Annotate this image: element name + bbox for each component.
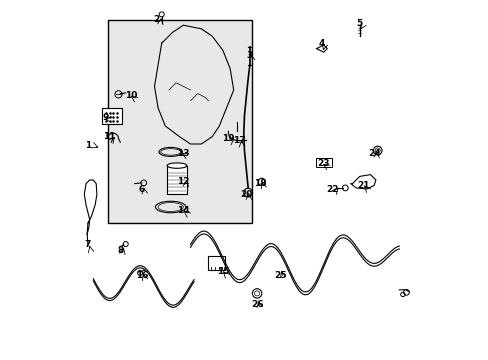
Ellipse shape [167, 163, 186, 168]
Text: 5: 5 [356, 19, 362, 28]
Text: 16: 16 [135, 271, 148, 280]
Text: 13: 13 [177, 149, 189, 158]
Bar [167, 166, 186, 194]
Text: 26: 26 [250, 300, 263, 309]
Text: 25: 25 [274, 271, 286, 280]
Text: 17: 17 [232, 136, 245, 145]
Text: 19: 19 [222, 134, 234, 143]
Text: 24: 24 [367, 149, 380, 158]
Text: 6: 6 [139, 185, 145, 194]
Text: 23: 23 [317, 159, 329, 168]
Text: 15: 15 [216, 267, 229, 276]
Text: 1: 1 [84, 141, 91, 150]
Text: 20: 20 [240, 190, 252, 199]
Text: 2: 2 [153, 15, 159, 24]
Text: 10: 10 [124, 91, 137, 100]
Text: 11: 11 [103, 132, 116, 141]
FancyBboxPatch shape [107, 20, 251, 223]
Text: 3: 3 [246, 51, 252, 60]
Bar [208, 256, 224, 270]
Text: 14: 14 [177, 206, 189, 215]
Text: 22: 22 [326, 185, 338, 194]
Text: 18: 18 [254, 179, 266, 188]
Text: 12: 12 [177, 177, 189, 186]
Text: 7: 7 [84, 240, 91, 249]
Text: 4: 4 [318, 39, 325, 48]
Text: 9: 9 [102, 112, 109, 122]
FancyBboxPatch shape [315, 158, 331, 167]
Text: 8: 8 [117, 246, 123, 255]
Bar [102, 108, 122, 124]
Text: 21: 21 [356, 181, 369, 190]
